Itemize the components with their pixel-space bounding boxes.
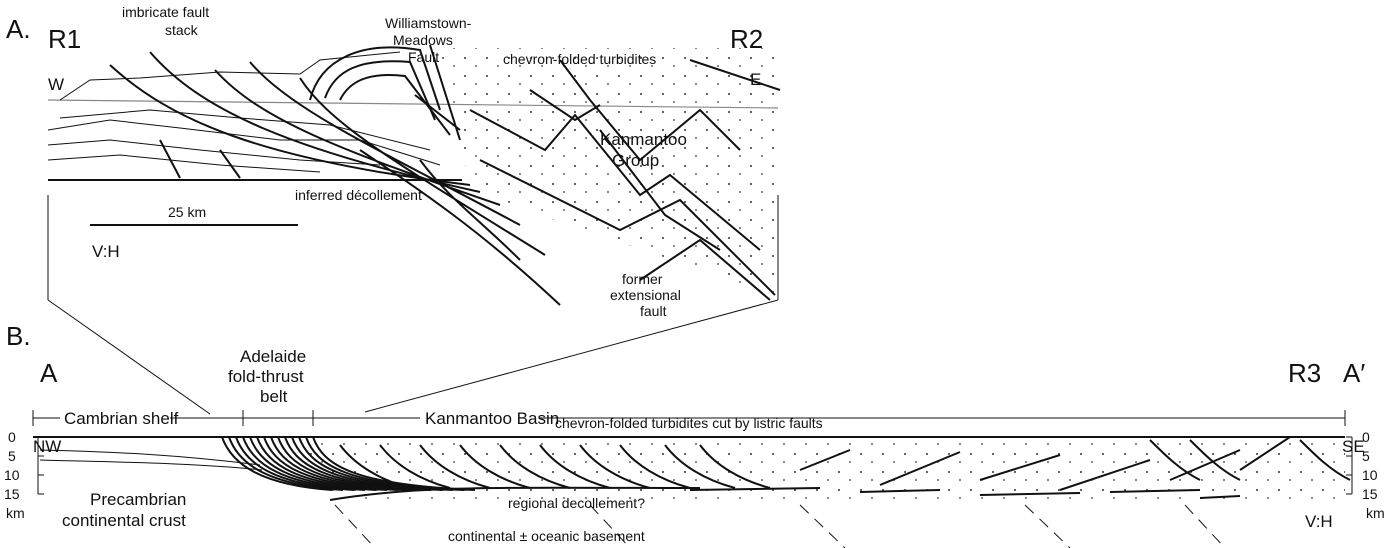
connector bbox=[365, 300, 778, 412]
connector bbox=[48, 300, 210, 414]
direction: NW bbox=[33, 437, 61, 456]
ratio: V:H bbox=[92, 242, 120, 261]
label: Group bbox=[612, 151, 659, 170]
label: belt bbox=[260, 387, 288, 406]
direction: E bbox=[750, 70, 761, 89]
tick-label: 15 bbox=[4, 486, 20, 502]
tick-label: 0 bbox=[8, 429, 16, 445]
marker: A′ bbox=[1343, 358, 1365, 388]
tick-label: km bbox=[1366, 505, 1385, 521]
label: Precambrian bbox=[90, 490, 186, 509]
label: chevron-folded turbidites cut by listric… bbox=[555, 415, 823, 431]
direction: W bbox=[48, 75, 64, 94]
label: Adelaide bbox=[240, 347, 306, 366]
tick-label: 15 bbox=[1362, 486, 1378, 502]
label: chevron-folded turbidites bbox=[503, 51, 656, 67]
marker: R3 bbox=[1288, 358, 1321, 388]
label: Williamstown- bbox=[385, 15, 472, 31]
bedding bbox=[40, 450, 262, 470]
bedding bbox=[48, 52, 440, 172]
marker: R1 bbox=[48, 24, 81, 54]
tick-label: 5 bbox=[8, 448, 16, 464]
label: regional decollement? bbox=[508, 495, 645, 511]
label: continental crust bbox=[62, 511, 186, 530]
label: Fault bbox=[408, 49, 439, 65]
tick-label: 0 bbox=[1362, 429, 1370, 445]
marker: R2 bbox=[730, 24, 763, 54]
label: former bbox=[622, 271, 663, 287]
tick-label: km bbox=[6, 505, 25, 521]
label: fold-thrust bbox=[228, 367, 304, 386]
panel-b: B. A R3 A′ Cambrian shelf Adelaide fold-… bbox=[4, 321, 1385, 548]
ratio: V:H bbox=[1305, 512, 1333, 531]
panel-label: B. bbox=[6, 321, 31, 351]
label: extensional bbox=[610, 287, 681, 303]
panel-label: A. bbox=[6, 14, 31, 44]
label: Cambrian shelf bbox=[64, 409, 179, 428]
label: inferred décollement bbox=[295, 187, 422, 203]
diagram: A. R1 R2 W E imbricate fault stack Willi… bbox=[0, 0, 1398, 548]
label: Kanmantoo Basin bbox=[425, 409, 559, 428]
label: imbricate fault bbox=[122, 4, 209, 20]
label: fault bbox=[640, 303, 667, 319]
label: Kanmantoo bbox=[600, 130, 687, 149]
tick-label: 5 bbox=[1362, 448, 1370, 464]
tick-label: 10 bbox=[4, 467, 20, 483]
label: continental ± oceanic basement bbox=[448, 528, 645, 544]
panel-a: A. R1 R2 W E imbricate fault stack Willi… bbox=[6, 4, 780, 414]
label: Meadows bbox=[393, 32, 453, 48]
label: stack bbox=[165, 22, 199, 38]
tick-label: 10 bbox=[1362, 467, 1378, 483]
scale-label: 25 km bbox=[168, 204, 206, 220]
marker: A bbox=[40, 358, 58, 388]
